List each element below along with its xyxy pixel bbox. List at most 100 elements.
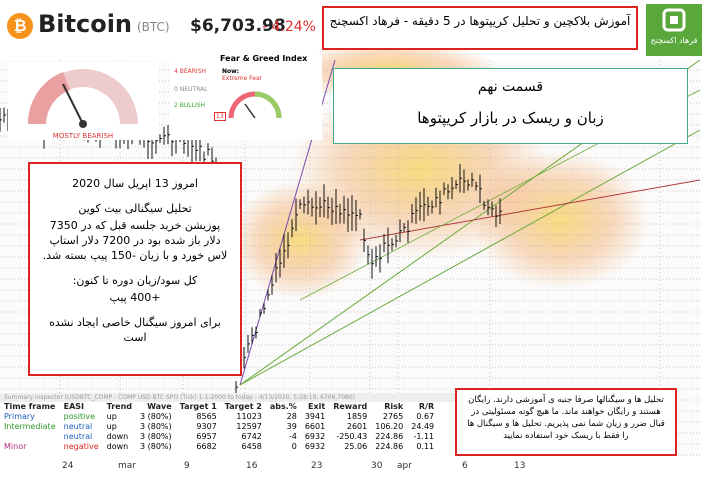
table-cell: 11023: [236, 412, 262, 421]
x-tick-label: 13: [514, 461, 526, 471]
column-header: Risk: [384, 402, 404, 411]
table-row: Primary positive up 3 (80%) 8565 11023 28 3941 1…: [0, 412, 438, 422]
table-cell: 0.11: [416, 442, 435, 451]
x-tick-label: mar: [118, 461, 136, 471]
table-cell: 3 (80%): [140, 422, 172, 431]
column-header: Reward: [333, 402, 368, 411]
x-tick-label: 30: [371, 461, 383, 471]
trend-line: [359, 179, 701, 241]
heat-zone: [230, 180, 370, 300]
x-tick-label: 9: [184, 461, 190, 471]
table-cell: 6458: [241, 442, 262, 451]
fg-label: BEARISH: [179, 68, 207, 75]
price-change: - 4.24%: [262, 19, 316, 35]
trend-line: [239, 129, 701, 386]
logo: فرهاد اکسچنج: [646, 4, 702, 56]
table-cell: -4: [288, 432, 297, 441]
price: $6,703.98: [190, 16, 286, 36]
price-scale: [700, 60, 720, 456]
table-cell: 3 (80%): [140, 442, 172, 451]
table-cell: up: [106, 422, 117, 431]
table-cell: 224.86: [375, 432, 404, 441]
fg-gauge: [228, 91, 282, 119]
table-cell: 12597: [236, 422, 262, 431]
table-cell: 8565: [196, 412, 217, 421]
table-cell: [0, 432, 60, 442]
fg-status: Extreme Fear: [222, 75, 263, 82]
table-cell: 2601: [346, 422, 368, 431]
x-tick-label: 6: [462, 461, 468, 471]
table-cell: Minor: [4, 442, 27, 451]
table-cell: 2765: [382, 412, 404, 421]
fg-title: Fear & Greed Index: [220, 54, 308, 63]
signal-box: امروز 13 اپریل سال 2020 تحلیل سیگنالی بیت…: [28, 162, 242, 376]
fg-label: NEUTRAL: [179, 86, 208, 93]
table-cell: down: [106, 442, 129, 451]
column-header: Target 2: [224, 402, 262, 411]
column-header: Wave: [147, 402, 172, 411]
table-cell: 224.86: [375, 442, 404, 451]
table-cell: negative: [63, 442, 99, 451]
signal-line: امروز 13 اپریل سال 2020: [72, 177, 198, 190]
table-cell: 3 (80%): [140, 412, 172, 421]
fg-count: 2: [174, 102, 178, 109]
column-header: abs.%: [269, 402, 297, 411]
table-cell: up: [106, 412, 117, 421]
table-cell: 1859: [346, 412, 368, 421]
table-cell: 6932: [304, 432, 326, 441]
disclaimer-box: تحلیل ها و سیگنالها صرفا جنبه ی آموزشی د…: [455, 388, 677, 456]
table-cell: 6601: [304, 422, 326, 431]
svg-text:₿: ₿: [13, 16, 26, 35]
column-header: Exit: [307, 402, 326, 411]
episode-title: زبان و ریسک در بازار کریپتوها: [417, 109, 604, 127]
table-cell: neutral: [63, 432, 93, 441]
table-cell: 6682: [196, 442, 217, 451]
table-cell: down: [106, 432, 129, 441]
logo-icon: [662, 8, 686, 32]
column-header: R/R: [418, 402, 435, 411]
time-axis: [0, 458, 720, 480]
x-tick-label: 16: [246, 461, 258, 471]
column-header: Time frame: [4, 402, 56, 411]
sentiment-gauge: [27, 69, 138, 128]
fear-greed-panel: Fear & Greed Index 4 BEARISH 0 NEUTRAL 2…: [170, 50, 322, 140]
column-header: Trend: [106, 402, 132, 411]
inspector-table: Time frame EASI Trend Wave Target 1 Target 2 a…: [0, 402, 438, 452]
signal-line: تحلیل سیگنالی بیت کوین: [78, 202, 192, 215]
disclaimer-text: تحلیل ها و سیگنالها صرفا جنبه ی آموزشی د…: [467, 395, 665, 441]
fg-count: 4: [174, 68, 178, 75]
signal-line: +400 پیپ: [109, 291, 161, 304]
fg-count: 0: [174, 86, 178, 93]
table-header: Time frame EASI Trend Wave Target 1 Target 2 a…: [0, 402, 438, 412]
table-cell: 39: [286, 422, 297, 431]
table-cell: 25.06: [344, 442, 368, 451]
fg-label: BULLISH: [179, 102, 206, 109]
signal-line: پوزیشن خرید جلسه قبل که در 7350 دلار باز…: [42, 219, 228, 262]
table-cell: 28: [286, 412, 297, 421]
summary-inspector: Summary inspector (USDBTC_COMP - COMP US…: [0, 393, 455, 457]
table-cell: 3941: [304, 412, 326, 421]
column-header: Target 1: [179, 402, 217, 411]
table-row: Minor negative down 3 (80%) 6682 6458 0 6932 25.…: [0, 442, 438, 452]
fg-value: 13: [214, 112, 226, 121]
table-cell: positive: [63, 412, 96, 421]
table-cell: Primary: [4, 412, 35, 421]
table-cell: 6932: [304, 442, 326, 451]
table-cell: 24.49: [411, 422, 435, 431]
table-cell: 6957: [196, 432, 217, 441]
inspector-title: Summary inspector (USDBTC_COMP - COMP US…: [0, 393, 455, 402]
coin-symbol: (BTC): [137, 20, 170, 34]
banner: آموزش بلاکچین و تحلیل کریپتوها در 5 دقیق…: [322, 6, 638, 50]
table-cell: Intermediate: [4, 422, 56, 431]
table-cell: -1.11: [413, 432, 435, 441]
sentiment-panel: MOSTLY BEARISH: [8, 62, 158, 140]
coin-name: Bitcoin: [38, 10, 133, 38]
bitcoin-logo: ₿: [7, 13, 33, 39]
x-tick-label: apr: [397, 461, 412, 471]
table-cell: 9307: [196, 422, 217, 431]
x-tick-label: 23: [311, 461, 323, 471]
episode-box: قسمت نهم زبان و ریسک در بازار کریپتوها: [333, 68, 688, 144]
table-cell: 0.67: [416, 412, 435, 421]
heat-zone: [470, 150, 650, 290]
table-row: neutral down 3 (80%) 6957 6742 -4 6932 -250.43 2…: [0, 432, 438, 442]
